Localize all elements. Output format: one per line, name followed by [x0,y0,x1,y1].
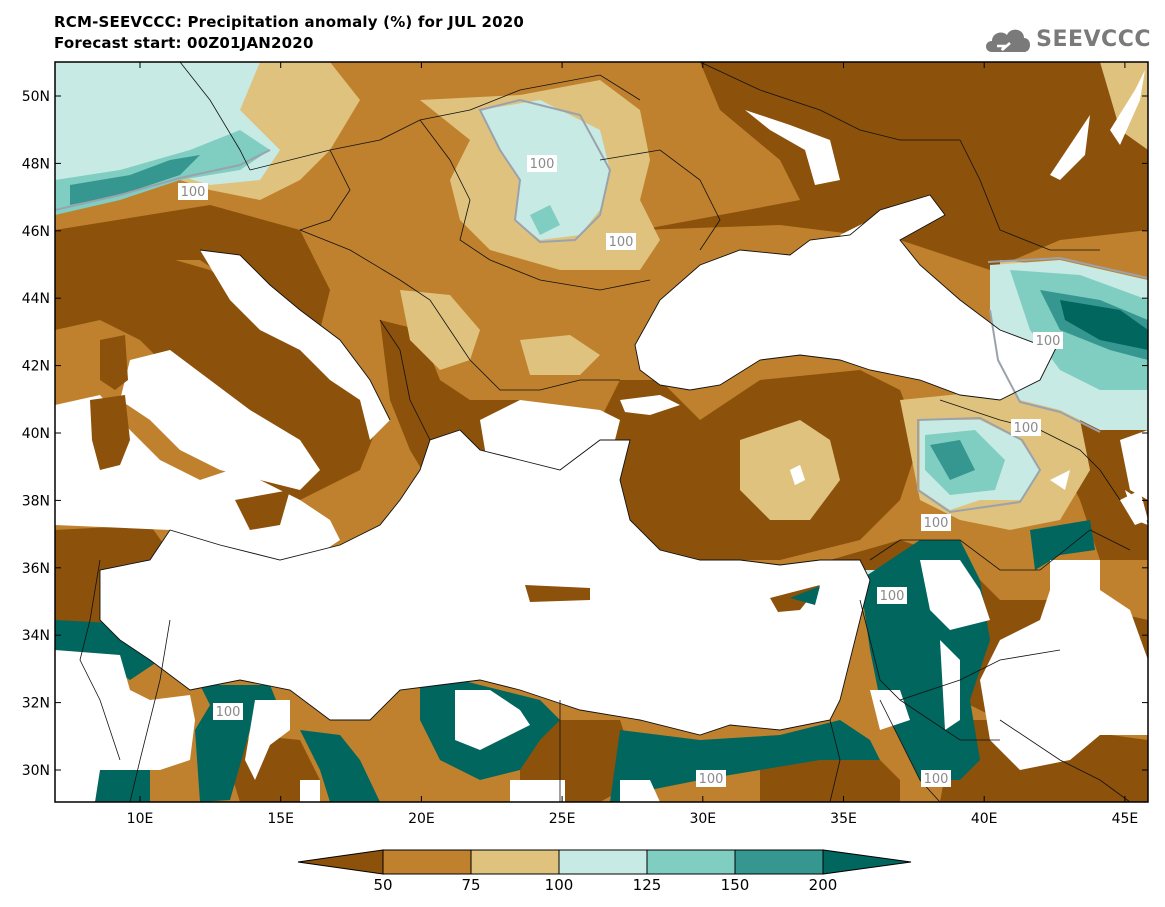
contour-100 [55,98,1148,514]
colorbar-upper-extension [822,849,912,875]
cyprus-east-anomaly [790,586,820,605]
lon-label: 30E [689,811,716,827]
lon-label: 25E [549,811,576,827]
missing-data-areas [55,465,1148,802]
colorbar-label: 100 [545,876,574,894]
cloud-icon [986,29,1031,52]
contour-label: 100 [609,235,634,250]
colorbar-label: 200 [809,876,838,894]
contour-label: 100 [181,185,206,200]
islands [90,335,820,612]
lat-label: 44N [22,291,50,307]
contour-label: 100 [530,157,555,172]
contour-label: 100 [880,589,905,604]
colorbar: 50 75 100 125 150 200 [297,849,912,894]
contour-label: 100 [699,772,724,787]
lon-label: 20E [408,811,435,827]
logo-text: SEEVCCC [1036,26,1151,52]
contour-label: 100 [1036,334,1061,349]
lon-label: 35E [830,811,857,827]
map-subtitle: Forecast start: 00Z01JAN2020 [54,34,314,52]
lat-label: 40N [22,426,50,442]
lon-label: 45E [1112,811,1139,827]
map-title: RCM-SEEVCCC: Precipitation anomaly (%) f… [54,13,525,31]
seevccc-logo: SEEVCCC [982,22,1151,56]
map-frame [54,61,1149,803]
colorbar-label: 150 [721,876,750,894]
colorbar-label: 125 [633,876,662,894]
colorbar-label: 75 [461,876,480,894]
lat-label: 38N [22,493,50,509]
lat-label: 48N [22,156,50,172]
lat-label: 50N [22,89,50,105]
lakes [745,70,1148,525]
lat-label: 34N [22,628,50,644]
contour-label: 100 [216,705,241,720]
lon-label: 10E [127,811,154,827]
contour-label: 100 [924,516,949,531]
contour-label: 100 [1014,421,1039,436]
lat-label: 42N [22,359,50,375]
lat-label: 32N [22,696,50,712]
lat-label: 46N [22,224,50,240]
longitude-axis: 10E 15E 20E 25E 30E 35E 40E 45E [127,62,1139,827]
colorbar-segment [734,849,824,875]
lat-label: 30N [22,763,50,779]
latitude-axis: 50N 48N 46N 44N 42N 40N 38N 36N 34N 32N 30N [22,89,1148,779]
colorbar-label: 50 [373,876,392,894]
contour-label: 100 [924,772,949,787]
colorbar-segment [382,849,472,875]
lon-label: 40E [971,811,998,827]
colorbar-segment [558,849,648,875]
colorbar-segment [470,849,560,875]
lon-label: 15E [267,811,294,827]
map-field: 100 100 100 100 100 100 100 100 100 100 [55,62,1148,802]
country-borders [79,62,1131,802]
contour-labels: 100 100 100 100 100 100 100 100 100 100 [178,155,1063,787]
colorbar-segment [646,849,736,875]
lat-label: 36N [22,561,50,577]
colorbar-lower-extension [297,849,384,875]
